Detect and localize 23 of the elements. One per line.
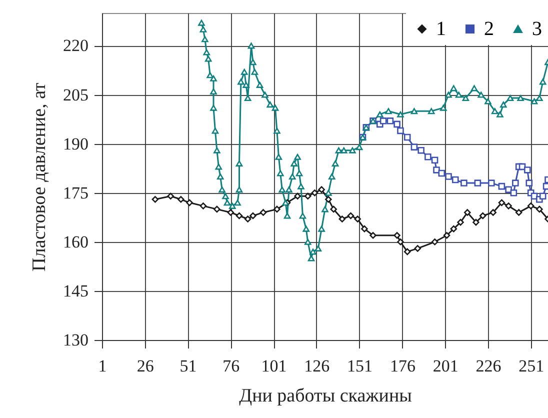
x-tick-label: 101 (261, 356, 287, 376)
y-tick-label: 160 (63, 232, 88, 252)
y-tick-label: 220 (63, 36, 88, 56)
x-tick-label: 151 (347, 356, 373, 376)
y-tick-label: 205 (63, 85, 88, 104)
x-tick-label: 176 (390, 356, 416, 376)
x-tick-label: 226 (476, 356, 502, 376)
legend-label: 2 (484, 18, 494, 40)
legend-label: 3 (532, 18, 542, 40)
x-tick-label: 51 (180, 356, 197, 376)
x-tick-label: 126 (304, 356, 330, 376)
y-tick-label: 190 (63, 134, 88, 154)
y-tick-label: 175 (63, 183, 88, 202)
x-tick-label: 201 (432, 356, 458, 376)
x-tick-label: 1 (98, 356, 107, 376)
legend-label: 1 (436, 18, 446, 40)
y-axis-title: Пластовое давление, ат (29, 82, 50, 272)
y-tick-label: 145 (63, 281, 88, 300)
y-tick-label: 130 (63, 330, 88, 350)
x-tick-label: 251 (518, 356, 544, 376)
x-tick-label: 76 (222, 356, 240, 376)
x-axis-title: Дни работы скажины (239, 386, 412, 406)
x-tick-label: 26 (136, 356, 154, 376)
